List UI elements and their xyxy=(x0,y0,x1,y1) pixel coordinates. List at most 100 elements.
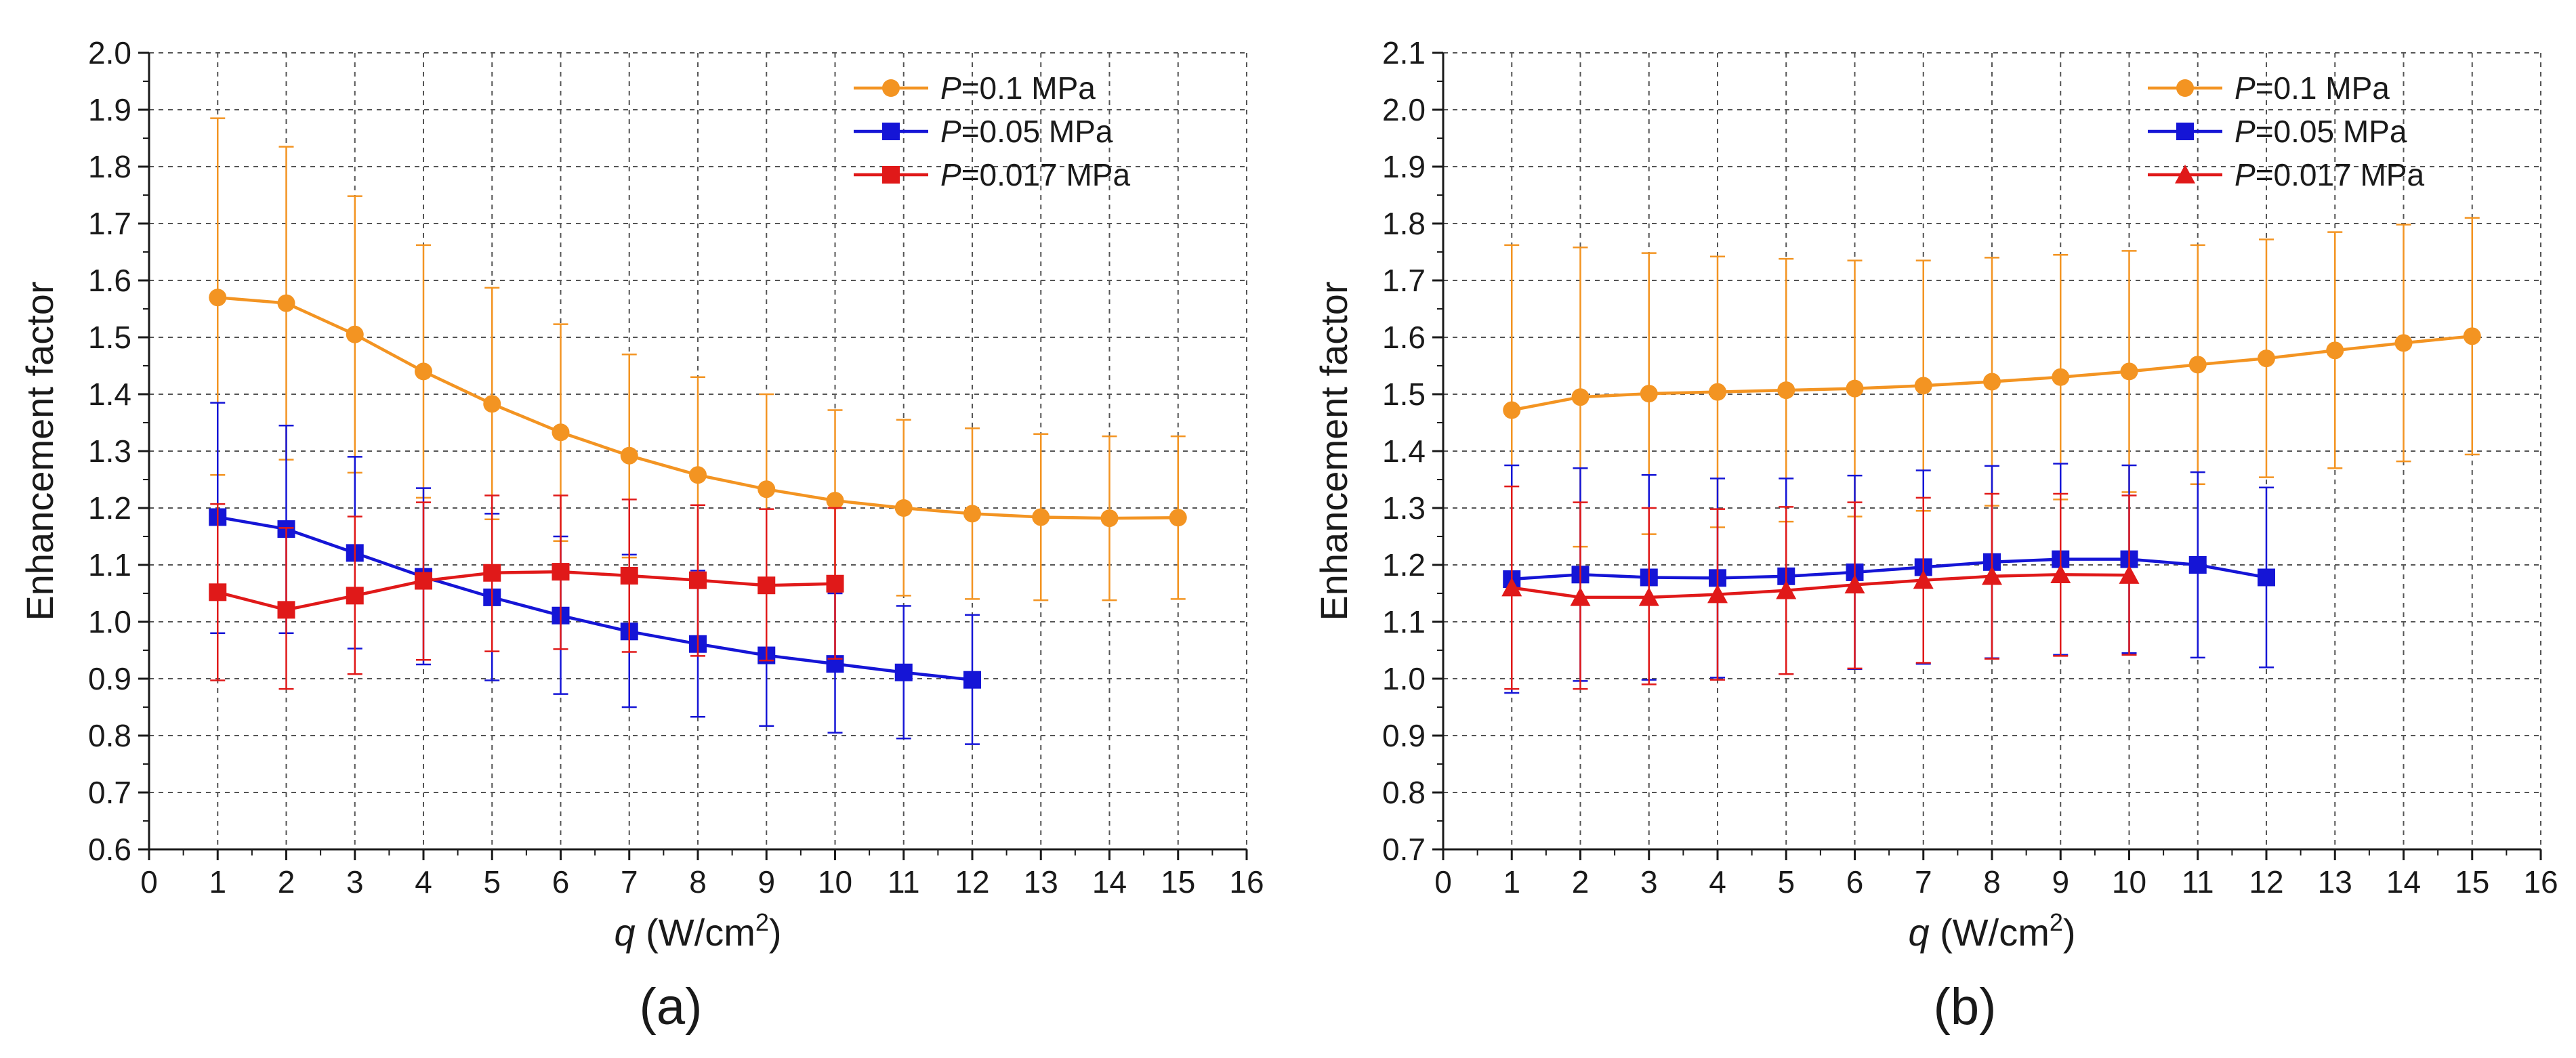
panel-a-series-0-point-8 xyxy=(689,466,707,484)
panel-b-ytick-label-1.0: 1.0 xyxy=(1382,661,1426,696)
panel-b-series-2-point-5 xyxy=(1776,580,1797,599)
panel-b-series-0-point-7 xyxy=(1914,377,1932,395)
panel-a-series-0-point-5 xyxy=(483,395,501,413)
panel-b-series-2-point-8 xyxy=(1982,566,2002,585)
panel-b-ytick-label-0.8: 0.8 xyxy=(1382,775,1426,810)
panel-a-series-2-point-3 xyxy=(346,587,364,605)
panel-b-series-0-point-6 xyxy=(1846,379,1864,398)
panel-b-series-0-point-8 xyxy=(1983,373,2001,391)
panel-b-series-2-point-2 xyxy=(1570,587,1591,606)
panel-b-ytick-label-0.9: 0.9 xyxy=(1382,718,1426,753)
panel-a-series-2-point-9 xyxy=(757,576,776,595)
panel-a-legend-label-2: P=0.017 MPa xyxy=(940,157,1130,192)
panel-b-legend-marker-1 xyxy=(2176,123,2194,140)
panel-b-ytick-label-2.1: 2.1 xyxy=(1382,35,1426,70)
panel-a-series-0-point-3 xyxy=(346,325,364,343)
panel-b: 0 1 2 3 4 5 6 7 8 9 10 11 12 13 14 15 160.70.80.91.01.11… xyxy=(1312,35,2558,1036)
panel-a-series-0-point-7 xyxy=(620,446,638,465)
panel-a-ytick-label-2.0: 2.0 xyxy=(88,35,131,70)
panel-a-series-2-point-6 xyxy=(552,563,570,581)
panel-b-xlabel-close: ) xyxy=(2063,911,2076,954)
panel-b-legend-var-2: P xyxy=(2235,157,2256,192)
panel-b-series-0-point-12 xyxy=(2258,350,2275,368)
panel-a-xtick-label-12: 12 xyxy=(955,864,989,900)
panel-a-series-1-line xyxy=(217,515,973,681)
panel-b-series-2-line xyxy=(1511,573,2130,599)
panel-a-xtick-label-3: 3 xyxy=(346,864,364,900)
panel-a-ytick-label-0.8: 0.8 xyxy=(88,718,131,753)
panel-a-series-0-point-10 xyxy=(826,492,844,510)
panel-b-legend-value-0: =0.1 MPa xyxy=(2256,70,2390,106)
panel-b-ytick-label-2.0: 2.0 xyxy=(1382,92,1426,127)
panel-a-series-0-point-11 xyxy=(894,499,913,517)
panel-a-ytick-label-1.4: 1.4 xyxy=(88,377,131,412)
panel-a-series-0-point-12 xyxy=(963,505,981,523)
panel-b-ytick-label-1.7: 1.7 xyxy=(1382,263,1426,298)
panel-a-ytick-label-1.3: 1.3 xyxy=(88,433,131,469)
panel-a-ytick-label-0.6: 0.6 xyxy=(88,832,131,867)
panel-a-series-0-point-15 xyxy=(1169,509,1187,527)
panel-a-ytick-label-1.5: 1.5 xyxy=(88,320,131,355)
panel-a-xlabel-unit: (W/cm xyxy=(636,911,755,954)
panel-a-series-0-point-4 xyxy=(415,362,432,381)
panel-a-xtick-label-14: 14 xyxy=(1092,864,1127,900)
panel-b-series-2-point-3 xyxy=(1638,587,1659,606)
panel-b-ytick-label-1.5: 1.5 xyxy=(1382,377,1426,412)
panel-a-ytick-label-1.0: 1.0 xyxy=(88,604,131,639)
panel-b-series-1-point-12 xyxy=(2258,568,2275,587)
panel-a-legend-value-1: =0.05 MPa xyxy=(961,114,1113,149)
panel-a-legend-marker-2 xyxy=(882,166,900,184)
panel-b-series-0-point-3 xyxy=(1640,385,1658,403)
panel-a-xtick-label-9: 9 xyxy=(757,864,775,900)
panel-b-legend-marker-0 xyxy=(2176,79,2194,97)
panel-b-ytick-label-1.6: 1.6 xyxy=(1382,320,1426,355)
panel-a-xtick-label-6: 6 xyxy=(552,864,570,900)
panel-b-xtick-label-5: 5 xyxy=(1777,864,1795,900)
panel-b-xtick-label-3: 3 xyxy=(1640,864,1658,900)
panel-b-series-2-point-9 xyxy=(2050,564,2071,584)
panel-a-xtick-label-0: 0 xyxy=(140,864,158,900)
panel-b-xtick-label-4: 4 xyxy=(1709,864,1726,900)
panel-a-xtick-label-1: 1 xyxy=(209,864,226,900)
panel-b-series-2-point-6 xyxy=(1844,574,1865,594)
panel-b-xtick-label-13: 13 xyxy=(2318,864,2352,900)
panel-b-ytick-label-1.8: 1.8 xyxy=(1382,206,1426,241)
panel-a-xlabel-sup: 2 xyxy=(755,908,769,936)
panel-a-series-0-point-13 xyxy=(1032,508,1050,526)
panel-a-ytick-label-1.2: 1.2 xyxy=(88,490,131,526)
panel-a-ytick-label-0.7: 0.7 xyxy=(88,775,131,810)
panel-b-series-2-point-10 xyxy=(2119,565,2140,584)
panel-a-xtick-label-11: 11 xyxy=(888,864,920,900)
panel-b-series-0-point-14 xyxy=(2394,334,2413,352)
panel-a-xtick-label-2: 2 xyxy=(278,864,295,900)
panel-b-ytick-label-0.7: 0.7 xyxy=(1382,832,1426,867)
panel-b-series-1-point-11 xyxy=(2188,556,2207,574)
panel-a-xtick-label-10: 10 xyxy=(818,864,852,900)
panel-b-series-1-line xyxy=(1512,557,2267,581)
panel-b-ytick-label-1.1: 1.1 xyxy=(1382,604,1426,639)
panel-b-y-axis-title: Enhancement factor xyxy=(1312,281,1355,620)
panel-a-ytick-label-1.7: 1.7 xyxy=(88,206,131,241)
panel-b-series-2-point-7 xyxy=(1913,570,1934,589)
panel-a-ytick-label-0.9: 0.9 xyxy=(88,661,131,696)
panel-a-ytick-label-1.6: 1.6 xyxy=(88,263,131,298)
panel-b-series-2-point-1 xyxy=(1501,577,1522,597)
panel-b-series-0-point-10 xyxy=(2120,362,2138,381)
panel-a-xtick-label-7: 7 xyxy=(621,864,638,900)
panel-b-xtick-label-6: 6 xyxy=(1846,864,1864,900)
panel-b-xtick-label-11: 11 xyxy=(2182,864,2214,900)
panel-b-series-0-point-5 xyxy=(1777,381,1795,400)
panel-a-ytick-label-1.8: 1.8 xyxy=(88,149,131,184)
panel-a-series-2 xyxy=(209,494,844,690)
panel-a-legend-label-1: P=0.05 MPa xyxy=(940,114,1113,149)
panel-b-legend-marker-2 xyxy=(2175,165,2195,184)
panel-a-legend-value-2: =0.017 MPa xyxy=(961,157,1131,192)
panel-b-ytick-label-1.4: 1.4 xyxy=(1382,433,1426,469)
panel-b-ytick-label-1.2: 1.2 xyxy=(1382,547,1426,583)
panel-b-ytick-label-1.9: 1.9 xyxy=(1382,149,1426,184)
panel-b-series-0-point-15 xyxy=(2463,327,2481,345)
panel-a-legend-value-0: =0.1 MPa xyxy=(961,70,1096,106)
panel-a-y-axis-title: Enhancement factor xyxy=(18,281,61,620)
panel-a-series-1-point-12 xyxy=(963,671,981,689)
panel-a-series-2-point-4 xyxy=(415,572,432,590)
